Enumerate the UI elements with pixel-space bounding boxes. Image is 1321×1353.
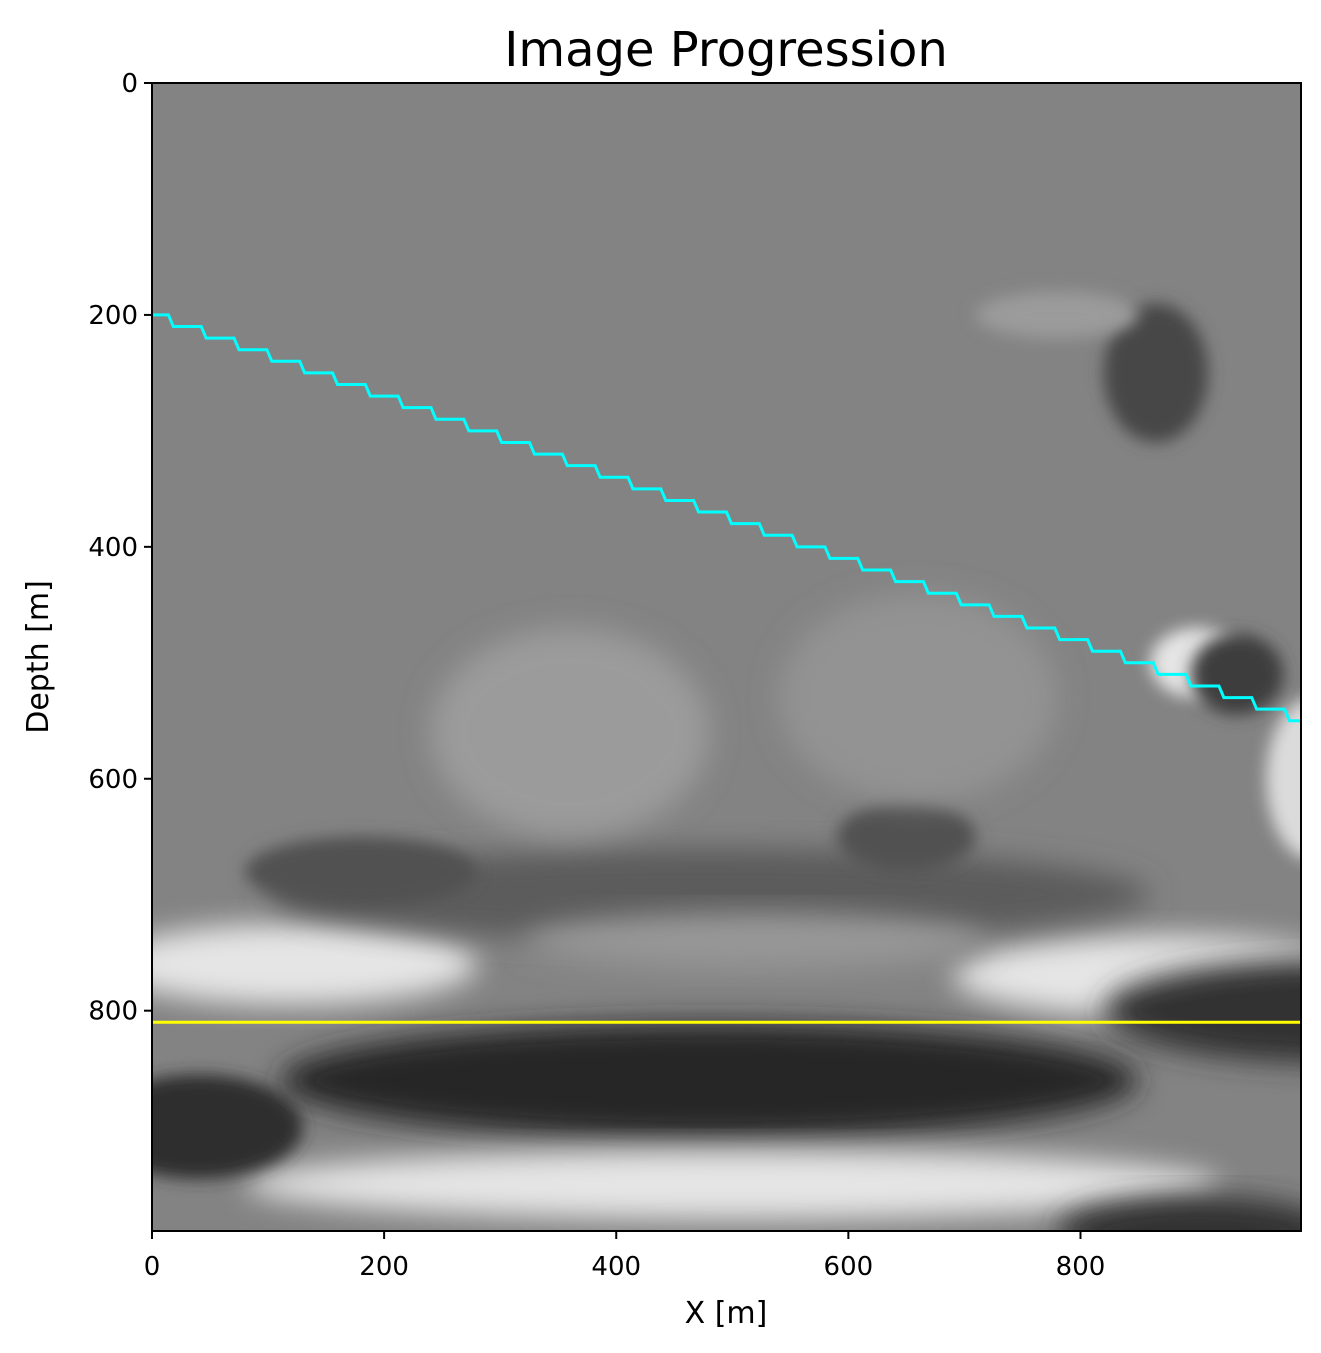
y-tick-label: 0 [121,69,138,99]
image-feature [1057,1196,1301,1231]
y-tick-label: 600 [88,765,138,795]
y-tick-label: 800 [88,997,138,1027]
series-layer [152,313,1301,1024]
x-tick-label: 400 [591,1252,641,1282]
image-feature [244,1149,1220,1220]
y-axis-label: Depth [m] [21,580,56,734]
x-tick-label: 0 [144,1252,161,1282]
image-feature [836,801,977,872]
image-feature [1103,959,1301,1063]
image-feature [976,291,1139,339]
image-feature [1266,700,1301,858]
x-axis-ticks: 0 200 400 600 800 [144,1231,1106,1282]
x-tick-label: 800 [1056,1252,1106,1282]
image-feature [430,628,710,837]
image-layer [152,291,1301,1231]
image-feature [523,912,988,971]
image-feature [152,1074,303,1179]
image-feature [268,848,1151,942]
image-feature [244,836,477,907]
plot-area [152,83,1301,1231]
plot-frame [151,82,1302,1232]
y-tick-label: 400 [88,533,138,563]
cyan-stepped-line [152,313,1301,723]
y-tick-label: 200 [88,301,138,331]
y-axis-ticks: 0 200 400 600 800 [88,69,152,1027]
image-feature [1190,633,1284,715]
chart-title: Image Progression [504,22,948,78]
x-tick-label: 600 [824,1252,874,1282]
image-feature [152,923,477,1005]
image-feature [1103,303,1209,443]
image-feature [778,593,1058,802]
image-feature [279,1022,1139,1139]
x-tick-label: 200 [359,1252,409,1282]
x-axis-label: X [m] [685,1296,768,1331]
